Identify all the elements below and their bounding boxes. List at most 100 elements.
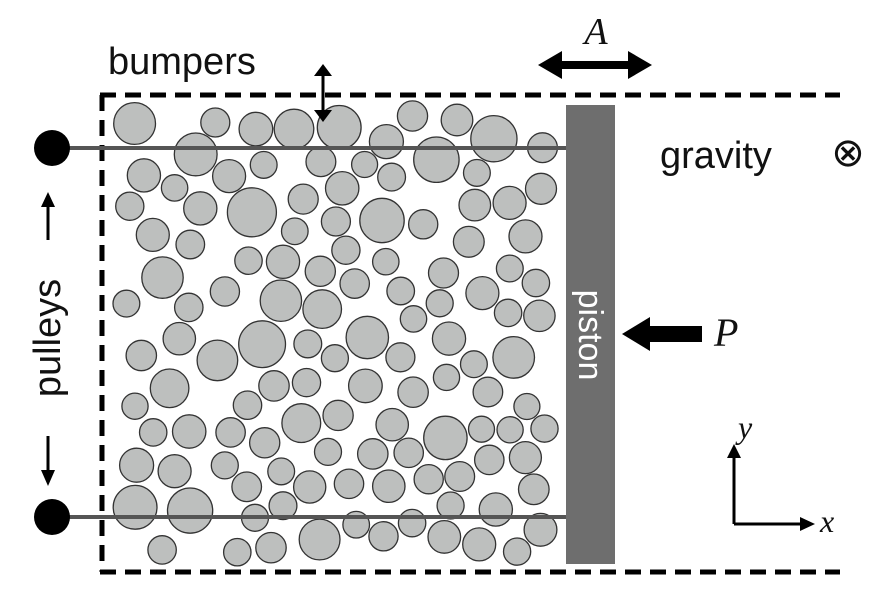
- grain: [265, 244, 301, 280]
- grain: [171, 414, 207, 449]
- grain: [427, 257, 460, 289]
- grain: [281, 403, 322, 444]
- axis-y-label: y: [735, 409, 753, 445]
- grain: [495, 254, 524, 283]
- grain: [267, 457, 296, 486]
- grain: [530, 414, 559, 443]
- grain-packing: [112, 100, 559, 567]
- lower-pulley: [34, 499, 70, 535]
- grain: [125, 339, 158, 372]
- grain: [113, 101, 157, 146]
- grain: [470, 114, 518, 163]
- grain: [324, 170, 360, 206]
- grain: [375, 407, 410, 442]
- pulleys-label-group: pulleys: [27, 192, 69, 486]
- grain: [175, 229, 206, 260]
- grain: [345, 315, 390, 360]
- grain: [258, 370, 290, 402]
- gravity-into-page-icon: ⊗: [831, 131, 865, 175]
- upper-pulley: [34, 130, 70, 166]
- grain: [513, 392, 541, 421]
- pulleys-label: pulleys: [27, 279, 69, 397]
- grain: [431, 321, 467, 356]
- grain: [399, 305, 428, 333]
- grain: [396, 100, 429, 132]
- grain: [523, 299, 556, 333]
- grain: [210, 451, 239, 480]
- grain: [508, 440, 543, 475]
- pressure-label: P: [713, 310, 738, 355]
- grain: [508, 219, 543, 254]
- grain: [496, 416, 524, 444]
- grain: [226, 187, 278, 238]
- grain: [268, 491, 298, 521]
- grain: [249, 150, 278, 179]
- grain: [407, 209, 439, 240]
- grain: [248, 427, 281, 459]
- grain: [273, 108, 315, 150]
- grain: [502, 537, 532, 566]
- grain: [118, 447, 155, 483]
- grain: [413, 136, 460, 184]
- pulleys-up-arrow-icon: [41, 192, 55, 240]
- grain: [313, 437, 343, 467]
- grain: [359, 197, 405, 244]
- grain: [160, 174, 189, 202]
- coordinate-axes: [727, 444, 815, 531]
- grain: [222, 537, 252, 567]
- grain: [126, 158, 162, 193]
- grain: [523, 512, 558, 547]
- dashed-cell-boundary: [99, 92, 840, 575]
- grain: [462, 158, 491, 187]
- grain: [462, 527, 497, 562]
- grain: [293, 329, 323, 359]
- grain: [467, 415, 496, 443]
- grain: [368, 123, 405, 160]
- piston-label: piston: [571, 290, 609, 381]
- grain: [371, 247, 400, 276]
- grain: [356, 438, 389, 470]
- grain: [452, 225, 485, 258]
- axis-x-label: x: [819, 503, 834, 539]
- grain: [377, 162, 407, 192]
- grain: [331, 235, 361, 265]
- grain: [305, 146, 337, 178]
- grain: [173, 292, 204, 323]
- grain: [371, 469, 406, 504]
- grain: [121, 392, 149, 420]
- grain: [432, 363, 461, 392]
- grain: [141, 256, 184, 299]
- grain: [292, 470, 327, 504]
- grain: [302, 289, 343, 330]
- pulleys-down-arrow-icon: [41, 436, 55, 486]
- grain: [339, 268, 371, 299]
- grain: [162, 321, 197, 356]
- grain: [368, 521, 399, 552]
- grain: [215, 417, 246, 448]
- grain: [492, 185, 527, 221]
- grain: [200, 107, 231, 138]
- grain: [231, 471, 263, 503]
- pressure-arrow-icon: [622, 317, 702, 351]
- grain: [465, 275, 500, 311]
- grain: [478, 492, 514, 527]
- grain: [397, 508, 427, 538]
- grain: [427, 519, 462, 554]
- grain: [333, 468, 365, 500]
- grain: [493, 298, 523, 328]
- grain: [458, 188, 492, 222]
- grain: [138, 418, 168, 447]
- grain: [320, 206, 352, 237]
- grain: [211, 158, 247, 194]
- grain: [232, 390, 263, 421]
- grain: [423, 415, 468, 461]
- grain: [413, 463, 444, 495]
- grain: [440, 103, 474, 137]
- grain: [173, 132, 218, 177]
- grain: [280, 217, 309, 246]
- grain: [517, 473, 550, 506]
- grain: [472, 376, 504, 408]
- grain: [521, 268, 551, 298]
- amplitude-label: A: [581, 11, 608, 53]
